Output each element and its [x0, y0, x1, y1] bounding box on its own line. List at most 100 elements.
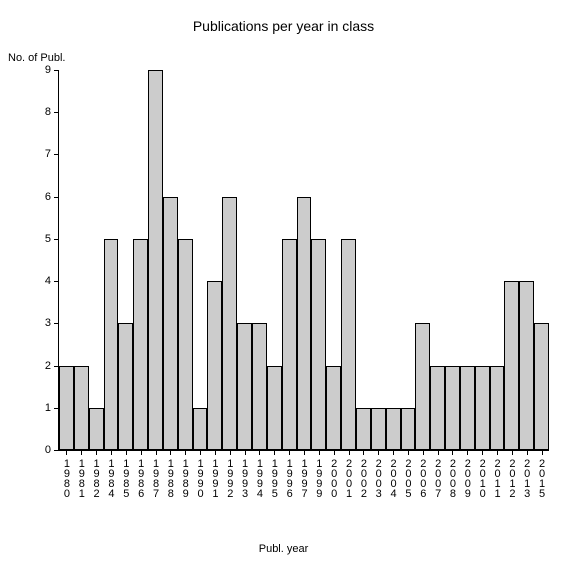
x-tick: [349, 450, 350, 455]
y-tick-label: 9: [45, 64, 51, 76]
x-tick: [274, 450, 275, 455]
x-tick: [467, 450, 468, 455]
x-tick-label: 1984: [105, 458, 116, 498]
x-tick-label: 1982: [91, 458, 102, 498]
x-tick-label: 1997: [299, 458, 310, 498]
bar: [326, 366, 341, 450]
x-tick: [245, 450, 246, 455]
x-tick-label: 2007: [432, 458, 443, 498]
x-tick-label: 1986: [135, 458, 146, 498]
x-tick: [96, 450, 97, 455]
x-tick-label: 1980: [61, 458, 72, 498]
x-tick-label: 2010: [477, 458, 488, 498]
y-tick: [54, 154, 59, 155]
x-tick: [393, 450, 394, 455]
x-tick-label: 1992: [224, 458, 235, 498]
bar: [148, 70, 163, 450]
x-tick: [304, 450, 305, 455]
x-tick-label: 1995: [269, 458, 280, 498]
y-tick-label: 2: [45, 360, 51, 372]
x-tick: [81, 450, 82, 455]
y-tick-label: 6: [45, 191, 51, 203]
x-tick-label: 1990: [195, 458, 206, 498]
x-tick-label: 1991: [209, 458, 220, 498]
bar: [386, 408, 401, 450]
x-tick: [170, 450, 171, 455]
bar: [267, 366, 282, 450]
x-tick-label: 2008: [447, 458, 458, 498]
publications-bar-chart: Publications per year in class No. of Pu…: [0, 0, 567, 567]
x-tick-label: 1996: [284, 458, 295, 498]
x-tick: [259, 450, 260, 455]
x-tick-label: 1994: [254, 458, 265, 498]
x-tick: [542, 450, 543, 455]
bar: [104, 239, 119, 450]
bar: [193, 408, 208, 450]
x-tick-label: 1985: [120, 458, 131, 498]
y-tick-label: 3: [45, 317, 51, 329]
y-tick: [54, 197, 59, 198]
chart-title: Publications per year in class: [0, 18, 567, 34]
x-tick-label: 1999: [313, 458, 324, 498]
x-axis-label: Publ. year: [0, 543, 567, 555]
plot-area: 0123456789198019811982198419851986198719…: [58, 70, 549, 451]
x-tick: [185, 450, 186, 455]
bar: [519, 281, 534, 450]
x-tick-label: 2015: [536, 458, 547, 498]
y-tick: [54, 450, 59, 451]
bar: [341, 239, 356, 450]
bar: [178, 239, 193, 450]
x-tick-label: 2004: [388, 458, 399, 498]
bar: [118, 323, 133, 450]
bar: [297, 197, 312, 450]
bar: [445, 366, 460, 450]
y-tick-label: 0: [45, 444, 51, 456]
y-axis-label: No. of Publ.: [8, 52, 65, 64]
bar: [282, 239, 297, 450]
bar: [74, 366, 89, 450]
x-tick: [319, 450, 320, 455]
x-tick: [289, 450, 290, 455]
x-tick: [438, 450, 439, 455]
x-tick-label: 2006: [417, 458, 428, 498]
bar: [460, 366, 475, 450]
x-tick: [215, 450, 216, 455]
y-tick: [54, 112, 59, 113]
x-tick: [497, 450, 498, 455]
x-tick-label: 2005: [402, 458, 413, 498]
x-tick-label: 2011: [492, 458, 503, 498]
x-tick: [156, 450, 157, 455]
y-tick-label: 4: [45, 275, 51, 287]
x-tick: [527, 450, 528, 455]
bar: [163, 197, 178, 450]
bar: [356, 408, 371, 450]
x-tick: [66, 450, 67, 455]
bar: [59, 366, 74, 450]
bar: [430, 366, 445, 450]
x-tick-label: 1988: [165, 458, 176, 498]
x-tick-label: 1987: [150, 458, 161, 498]
x-tick: [111, 450, 112, 455]
bar: [222, 197, 237, 450]
x-tick: [378, 450, 379, 455]
bar: [504, 281, 519, 450]
y-tick-label: 1: [45, 402, 51, 414]
bar: [401, 408, 416, 450]
x-tick: [334, 450, 335, 455]
bar: [207, 281, 222, 450]
x-tick: [126, 450, 127, 455]
x-tick: [512, 450, 513, 455]
y-tick-label: 7: [45, 148, 51, 160]
x-tick-label: 1989: [180, 458, 191, 498]
x-tick: [230, 450, 231, 455]
bar: [133, 239, 148, 450]
y-tick: [54, 281, 59, 282]
x-tick-label: 2003: [373, 458, 384, 498]
y-tick-label: 8: [45, 106, 51, 118]
bar: [475, 366, 490, 450]
y-tick-label: 5: [45, 233, 51, 245]
x-tick-label: 2002: [358, 458, 369, 498]
bar: [311, 239, 326, 450]
x-tick-label: 2001: [343, 458, 354, 498]
x-tick-label: 2013: [521, 458, 532, 498]
